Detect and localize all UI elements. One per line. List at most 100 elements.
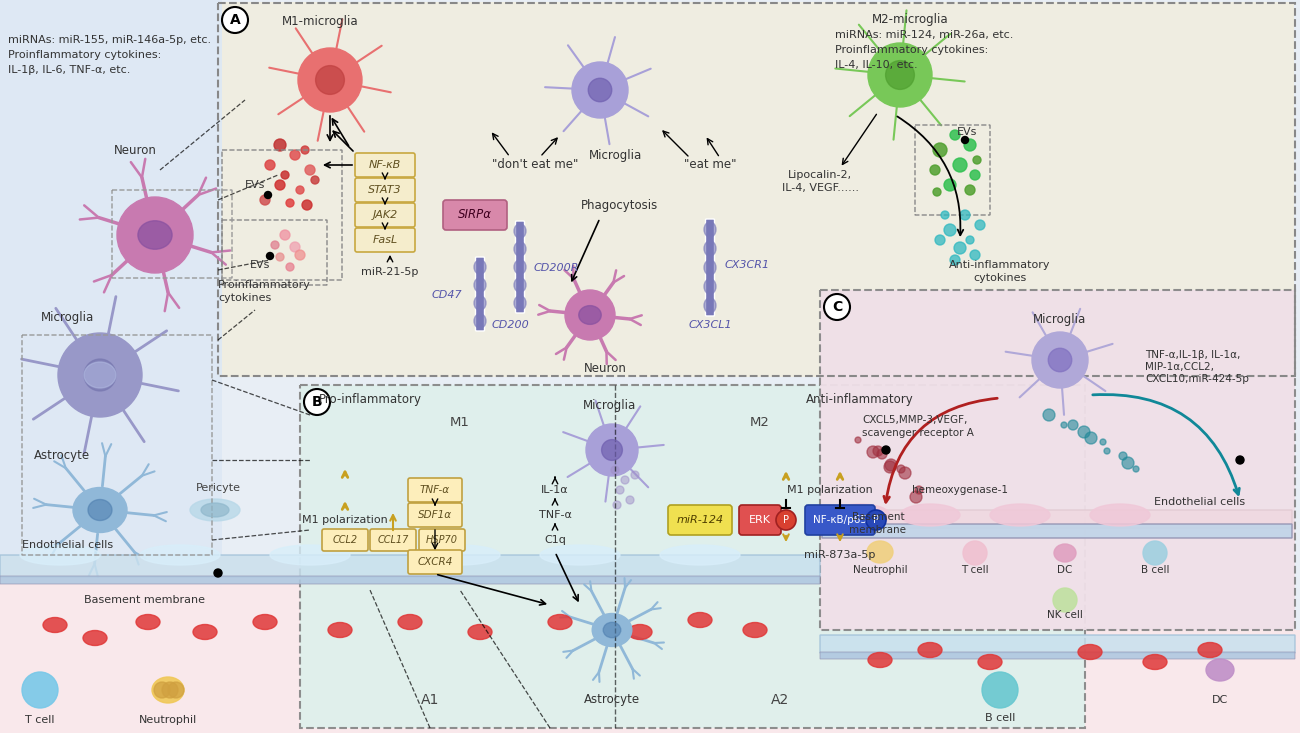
Circle shape bbox=[868, 43, 932, 107]
Ellipse shape bbox=[152, 677, 185, 703]
Text: A2: A2 bbox=[771, 693, 789, 707]
Text: Lipocalin-2,: Lipocalin-2, bbox=[788, 170, 852, 180]
Text: "don't eat me": "don't eat me" bbox=[491, 158, 578, 172]
Ellipse shape bbox=[978, 655, 1002, 669]
Ellipse shape bbox=[270, 545, 350, 565]
Circle shape bbox=[1069, 420, 1078, 430]
Ellipse shape bbox=[474, 296, 486, 310]
Circle shape bbox=[963, 541, 987, 565]
Text: P: P bbox=[783, 515, 789, 525]
Text: EVs: EVs bbox=[250, 260, 270, 270]
Ellipse shape bbox=[140, 545, 220, 565]
Text: NF-κB: NF-κB bbox=[369, 160, 402, 170]
Text: NF-κB/p65: NF-κB/p65 bbox=[812, 515, 867, 525]
Text: FasL: FasL bbox=[372, 235, 398, 245]
Text: Basement membrane: Basement membrane bbox=[84, 595, 205, 605]
Text: Phagocytosis: Phagocytosis bbox=[581, 199, 659, 212]
FancyBboxPatch shape bbox=[822, 510, 1292, 528]
Text: Microglia: Microglia bbox=[42, 312, 95, 325]
Ellipse shape bbox=[190, 499, 240, 521]
Circle shape bbox=[162, 682, 178, 698]
Circle shape bbox=[1043, 409, 1056, 421]
Ellipse shape bbox=[88, 499, 112, 520]
Text: DC: DC bbox=[1057, 565, 1072, 575]
Circle shape bbox=[867, 446, 879, 458]
Text: Astrocyte: Astrocyte bbox=[584, 693, 640, 707]
Circle shape bbox=[586, 424, 638, 476]
Circle shape bbox=[897, 465, 905, 473]
Circle shape bbox=[941, 211, 949, 219]
Circle shape bbox=[1086, 432, 1097, 444]
FancyBboxPatch shape bbox=[0, 0, 222, 590]
Text: CCL17: CCL17 bbox=[377, 535, 408, 545]
Ellipse shape bbox=[514, 278, 526, 292]
Circle shape bbox=[153, 682, 170, 698]
Circle shape bbox=[966, 236, 974, 244]
Ellipse shape bbox=[1199, 643, 1222, 658]
Circle shape bbox=[950, 255, 959, 265]
Ellipse shape bbox=[420, 545, 500, 565]
Circle shape bbox=[1078, 426, 1089, 438]
Ellipse shape bbox=[474, 259, 486, 274]
Circle shape bbox=[621, 476, 629, 484]
Circle shape bbox=[970, 170, 980, 180]
Circle shape bbox=[266, 252, 273, 259]
Text: JAK2: JAK2 bbox=[372, 210, 398, 220]
Ellipse shape bbox=[660, 545, 740, 565]
Circle shape bbox=[566, 290, 615, 340]
FancyBboxPatch shape bbox=[355, 203, 415, 227]
FancyBboxPatch shape bbox=[408, 550, 461, 574]
Ellipse shape bbox=[705, 260, 716, 275]
Ellipse shape bbox=[744, 622, 767, 638]
Text: miRNAs: miR-124, miR-26a, etc.: miRNAs: miR-124, miR-26a, etc. bbox=[835, 30, 1014, 40]
Circle shape bbox=[972, 156, 982, 164]
Text: CD47: CD47 bbox=[432, 290, 462, 300]
Ellipse shape bbox=[900, 504, 959, 526]
Ellipse shape bbox=[868, 652, 892, 668]
Circle shape bbox=[1053, 588, 1076, 612]
Text: Astrocyte: Astrocyte bbox=[34, 449, 90, 462]
FancyBboxPatch shape bbox=[805, 505, 875, 535]
Text: NK cell: NK cell bbox=[1046, 610, 1083, 620]
Ellipse shape bbox=[43, 617, 68, 633]
Ellipse shape bbox=[549, 614, 572, 630]
Circle shape bbox=[286, 199, 294, 207]
Circle shape bbox=[1100, 439, 1106, 445]
Circle shape bbox=[1104, 448, 1110, 454]
Circle shape bbox=[959, 210, 970, 220]
FancyBboxPatch shape bbox=[822, 524, 1292, 538]
FancyBboxPatch shape bbox=[322, 529, 368, 551]
Ellipse shape bbox=[514, 224, 526, 238]
Circle shape bbox=[944, 179, 956, 191]
Text: Proinflammatory: Proinflammatory bbox=[218, 280, 311, 290]
Text: cytokines: cytokines bbox=[974, 273, 1027, 283]
Circle shape bbox=[290, 242, 300, 252]
Ellipse shape bbox=[918, 643, 942, 658]
Ellipse shape bbox=[73, 487, 127, 532]
Text: DC: DC bbox=[1212, 695, 1228, 705]
Text: Endothelial cells: Endothelial cells bbox=[1154, 497, 1245, 507]
Text: B cell: B cell bbox=[985, 713, 1015, 723]
Text: M1 polarization: M1 polarization bbox=[302, 515, 387, 525]
Text: TNF-α,IL-1β, IL-1α,: TNF-α,IL-1β, IL-1α, bbox=[1145, 350, 1240, 360]
Circle shape bbox=[954, 242, 966, 254]
FancyBboxPatch shape bbox=[408, 503, 461, 527]
FancyBboxPatch shape bbox=[419, 529, 465, 551]
Ellipse shape bbox=[628, 625, 653, 639]
Ellipse shape bbox=[688, 613, 712, 627]
Text: IL-4, IL-10, etc.: IL-4, IL-10, etc. bbox=[835, 60, 918, 70]
Circle shape bbox=[602, 440, 623, 460]
Text: CD200R: CD200R bbox=[534, 263, 580, 273]
Circle shape bbox=[930, 165, 940, 175]
Text: cytokines: cytokines bbox=[218, 293, 272, 303]
Circle shape bbox=[962, 136, 968, 144]
Circle shape bbox=[276, 253, 283, 261]
Circle shape bbox=[900, 467, 911, 479]
Text: M2-microglia: M2-microglia bbox=[872, 13, 948, 26]
Ellipse shape bbox=[254, 614, 277, 630]
FancyBboxPatch shape bbox=[370, 529, 416, 551]
FancyBboxPatch shape bbox=[476, 257, 485, 331]
FancyBboxPatch shape bbox=[706, 219, 715, 316]
FancyBboxPatch shape bbox=[355, 153, 415, 177]
Ellipse shape bbox=[474, 278, 486, 292]
